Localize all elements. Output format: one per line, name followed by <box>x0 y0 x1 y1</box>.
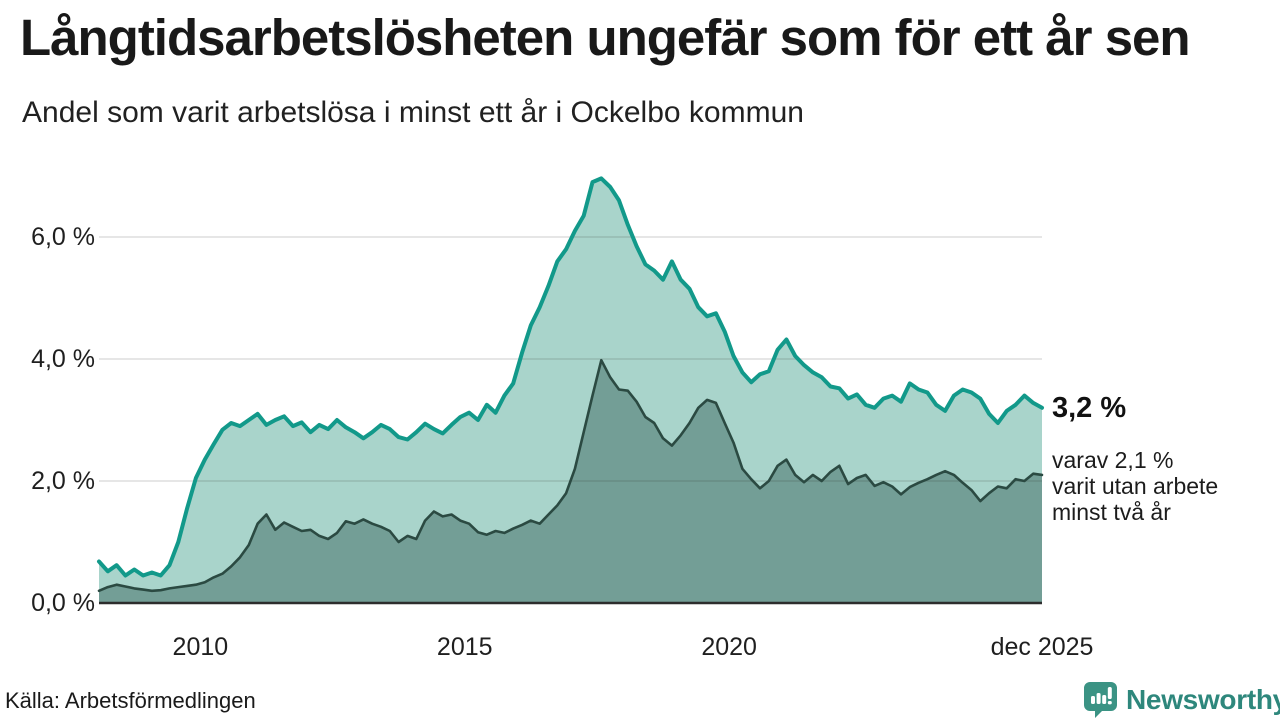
y-tick-label: 2,0 % <box>31 467 95 495</box>
latest-value-label: 3,2 % <box>1052 392 1127 424</box>
x-tick-label: dec 2025 <box>990 633 1094 661</box>
annotation-note-line: minst två år <box>1052 499 1171 525</box>
source-note: Källa: Arbetsförmedlingen <box>5 688 256 713</box>
x-tick-label: 2020 <box>701 633 757 661</box>
annotation-note-line: varit utan arbete <box>1052 473 1219 499</box>
page-title: Långtidsarbetslösheten ungefär som för e… <box>20 9 1191 66</box>
y-tick-label: 4,0 % <box>31 345 95 373</box>
x-tick-label: 2010 <box>172 633 229 661</box>
y-tick-label: 0,0 % <box>31 589 95 617</box>
chart-subtitle: Andel som varit arbetslösa i minst ett å… <box>22 96 804 129</box>
newsworthy-speech-bubble-chart-icon <box>1083 681 1118 719</box>
x-tick-label: 2015 <box>436 633 493 661</box>
newsworthy-wordmark: Newsworthy <box>1126 684 1280 715</box>
annotation-note: varav 2,1 % varit utan arbete minst två … <box>1052 447 1218 525</box>
y-tick-label: 6,0 % <box>31 223 95 251</box>
newsworthy-logo: Newsworthy <box>1083 681 1280 719</box>
annotation-note-line: varav 2,1 % <box>1052 447 1174 473</box>
